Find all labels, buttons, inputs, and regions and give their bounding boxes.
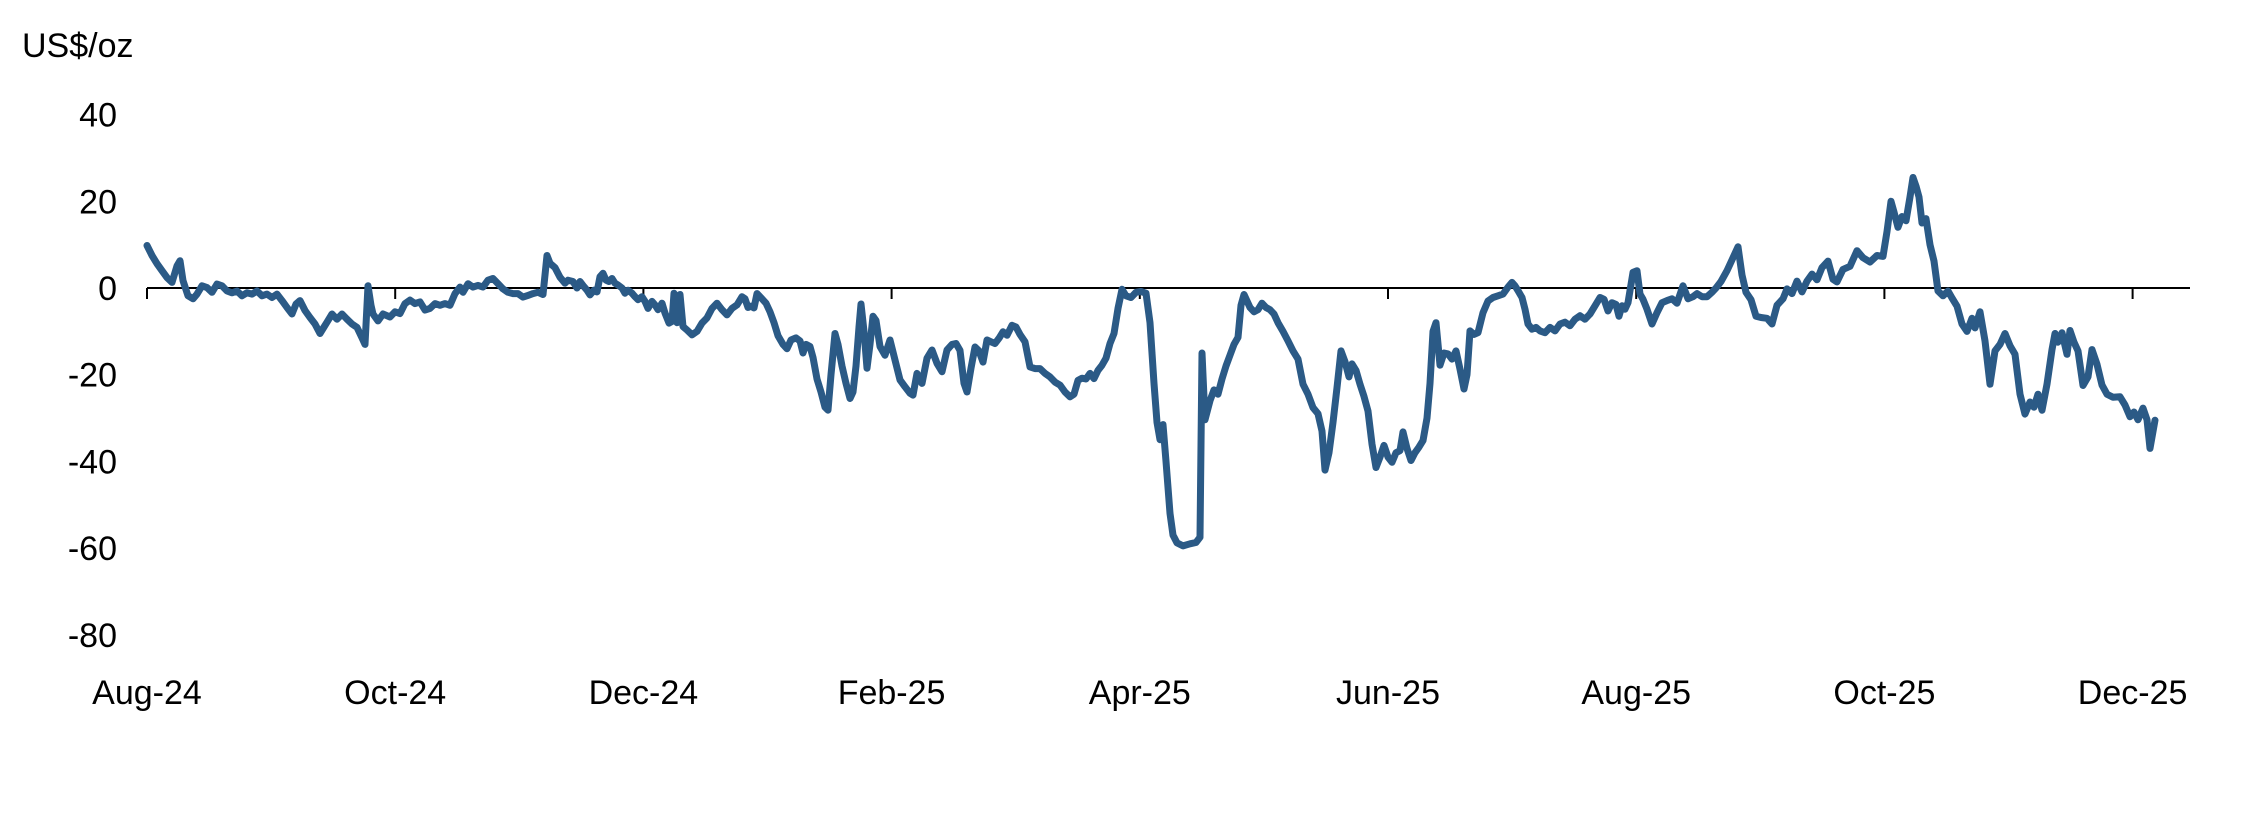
y-axis-unit-label: US$/oz [22, 27, 134, 65]
y-tick-label: 20 [79, 183, 117, 221]
y-tick-label: -80 [68, 617, 117, 655]
x-tick-label: Dec-24 [589, 674, 699, 712]
y-tick-label: -40 [68, 443, 117, 481]
x-tick-label: Aug-25 [1581, 674, 1691, 712]
x-tick-label: Jun-25 [1336, 674, 1440, 712]
y-tick-label: 0 [98, 270, 117, 308]
x-tick-label: Dec-25 [2078, 674, 2188, 712]
y-tick-label: -20 [68, 357, 117, 395]
x-tick-label: Apr-25 [1089, 674, 1191, 712]
x-tick-label: Aug-24 [92, 674, 202, 712]
y-tick-label: 40 [79, 97, 117, 135]
x-tick-label: Feb-25 [838, 674, 946, 712]
x-tick-label: Oct-24 [344, 674, 446, 712]
x-axis-tick-labels: Aug-24 Oct-24 Dec-24 Feb-25 Apr-25 Jun-25 Aug-… [92, 674, 2187, 712]
y-tick-label: -60 [68, 530, 117, 568]
y-axis-tick-labels: 40 20 0 -20 -40 -60 -80 [68, 97, 117, 655]
series-line [143, 174, 2159, 550]
x-tick-label: Oct-25 [1833, 674, 1935, 712]
